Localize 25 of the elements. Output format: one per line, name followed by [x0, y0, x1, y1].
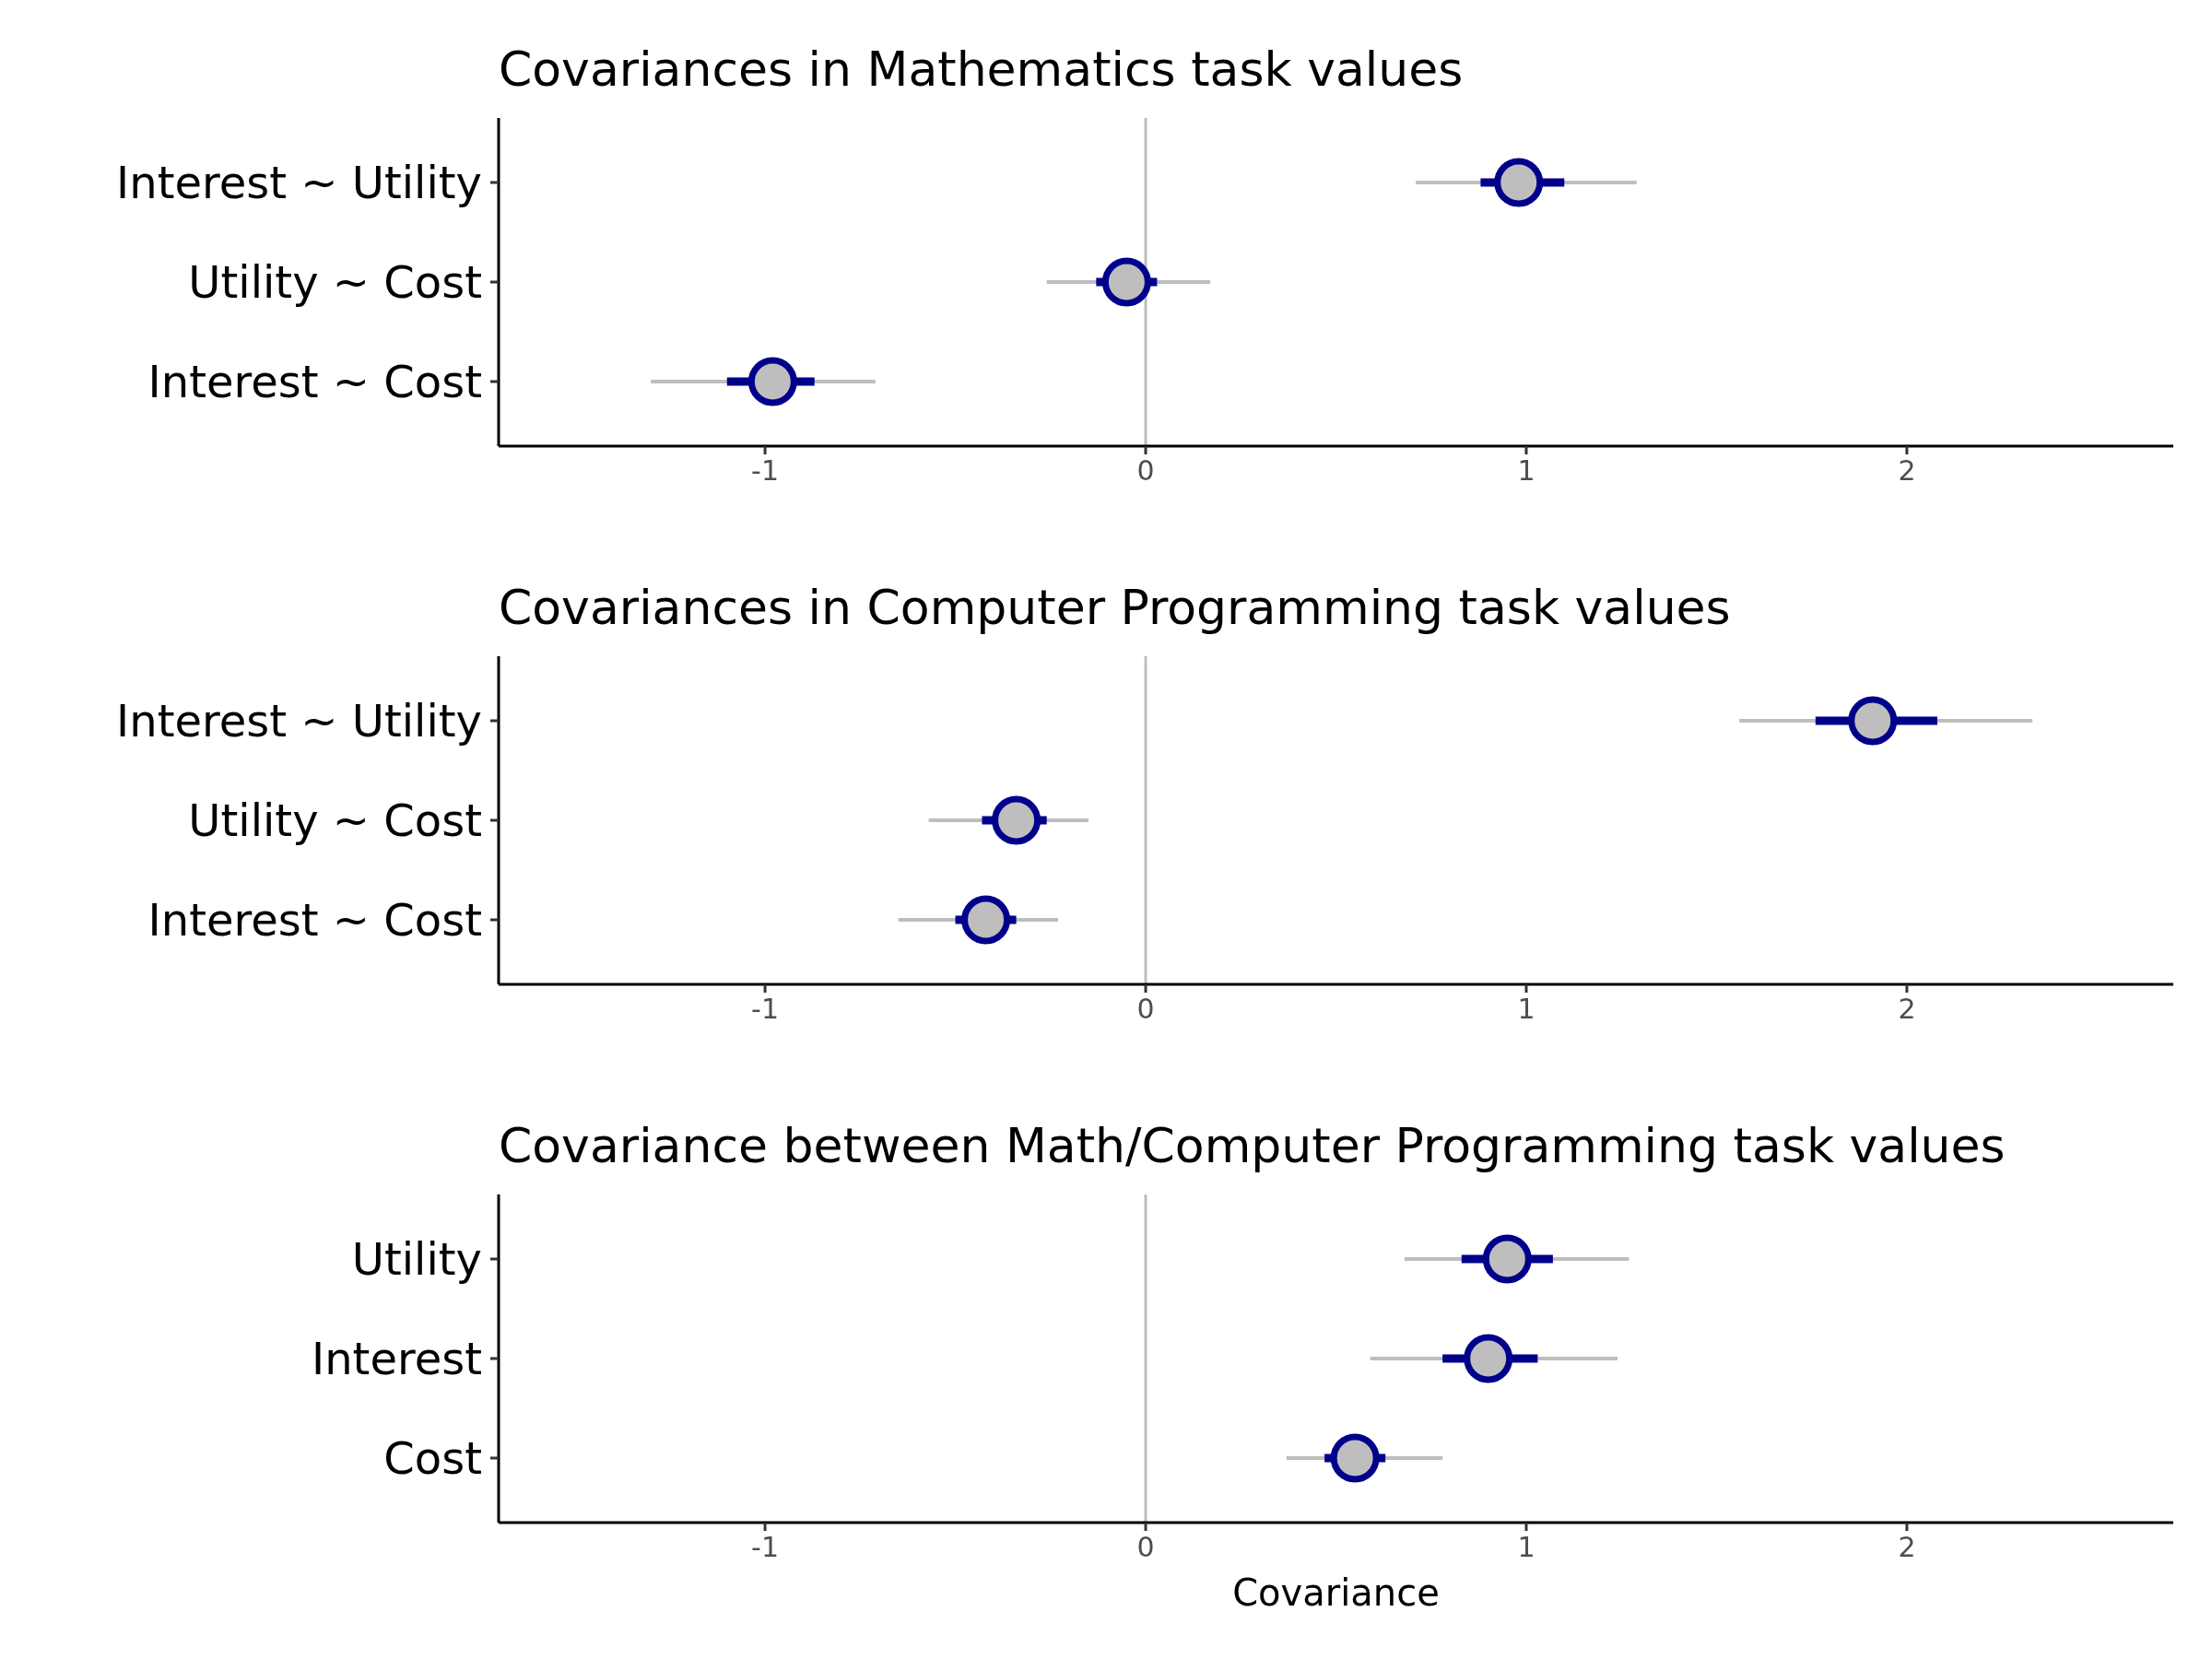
x-tick-label: 1 [1517, 993, 1535, 1025]
x-tick-label: 2 [1898, 454, 1916, 487]
chart-title: Covariances in Mathematics task values [499, 41, 1464, 97]
x-tick-label: 2 [1898, 993, 1916, 1025]
x-axis-title: Covariance [1232, 1571, 1440, 1614]
chart-title: Covariances in Computer Programming task values [499, 580, 1731, 635]
y-tick-label: Utility ~ Cost [188, 255, 482, 308]
x-tick-label: -1 [751, 454, 780, 487]
y-tick-label: Interest ~ Utility [116, 156, 482, 208]
y-tick-label: Interest ~ Cost [147, 355, 482, 407]
x-tick-label: 2 [1898, 1531, 1916, 1563]
y-tick-label: Interest ~ Utility [116, 694, 482, 747]
x-tick-label: 1 [1517, 454, 1535, 487]
x-tick-label: -1 [751, 1531, 780, 1563]
y-tick-label: Utility ~ Cost [188, 794, 482, 846]
y-tick-label: Interest ~ Cost [147, 893, 482, 946]
y-tick-label: Utility [351, 1232, 482, 1285]
x-tick-label: 0 [1136, 1531, 1155, 1563]
x-tick-label: 0 [1136, 993, 1155, 1025]
chart-title: Covariance between Math/Computer Programming task values [499, 1118, 2006, 1173]
y-tick-label: Cost [383, 1431, 482, 1484]
x-tick-label: 1 [1517, 1531, 1535, 1563]
x-tick-label: 0 [1136, 454, 1155, 487]
x-tick-label: -1 [751, 993, 780, 1025]
y-tick-label: Interest [312, 1332, 482, 1384]
